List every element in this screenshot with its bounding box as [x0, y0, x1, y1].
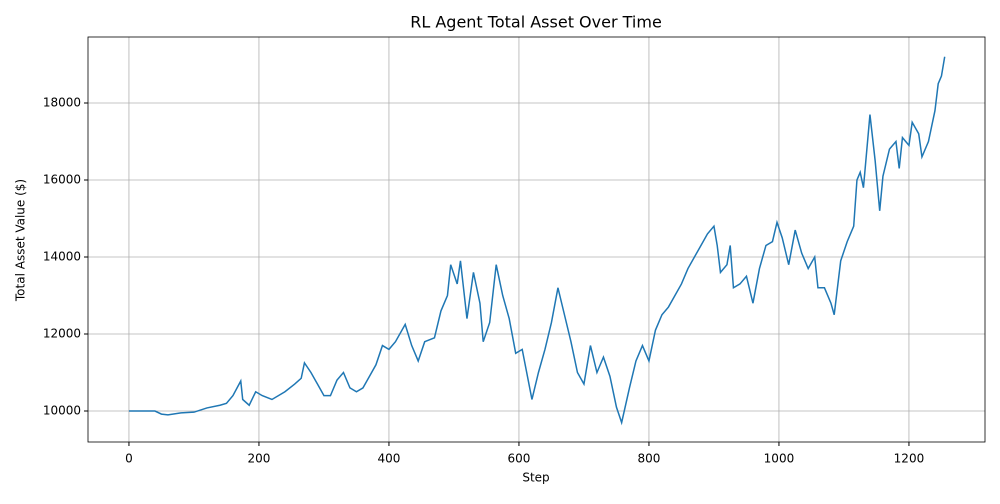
y-tick-label: 16000 — [43, 172, 81, 186]
plot-frame — [87, 36, 986, 443]
x-tick-label: 800 — [637, 452, 660, 466]
y-tick-label: 14000 — [43, 249, 81, 263]
y-tick-label: 12000 — [43, 327, 81, 341]
line — [128, 56, 946, 426]
y-axis-label: Total Asset Value ($) — [14, 179, 28, 302]
y-tick-label: 18000 — [43, 95, 81, 109]
x-axis-label: Step — [522, 471, 549, 485]
x-tick-label: 0 — [125, 452, 133, 466]
x-tick-label: 400 — [377, 452, 400, 466]
x-tick-label: 200 — [247, 452, 270, 466]
x-tick-label: 600 — [507, 452, 530, 466]
y-tick-label: 10000 — [43, 404, 81, 418]
x-tick-label: 1200 — [894, 452, 925, 466]
x-tick-label: 1000 — [764, 452, 795, 466]
chart-title: RL Agent Total Asset Over Time — [410, 13, 662, 32]
